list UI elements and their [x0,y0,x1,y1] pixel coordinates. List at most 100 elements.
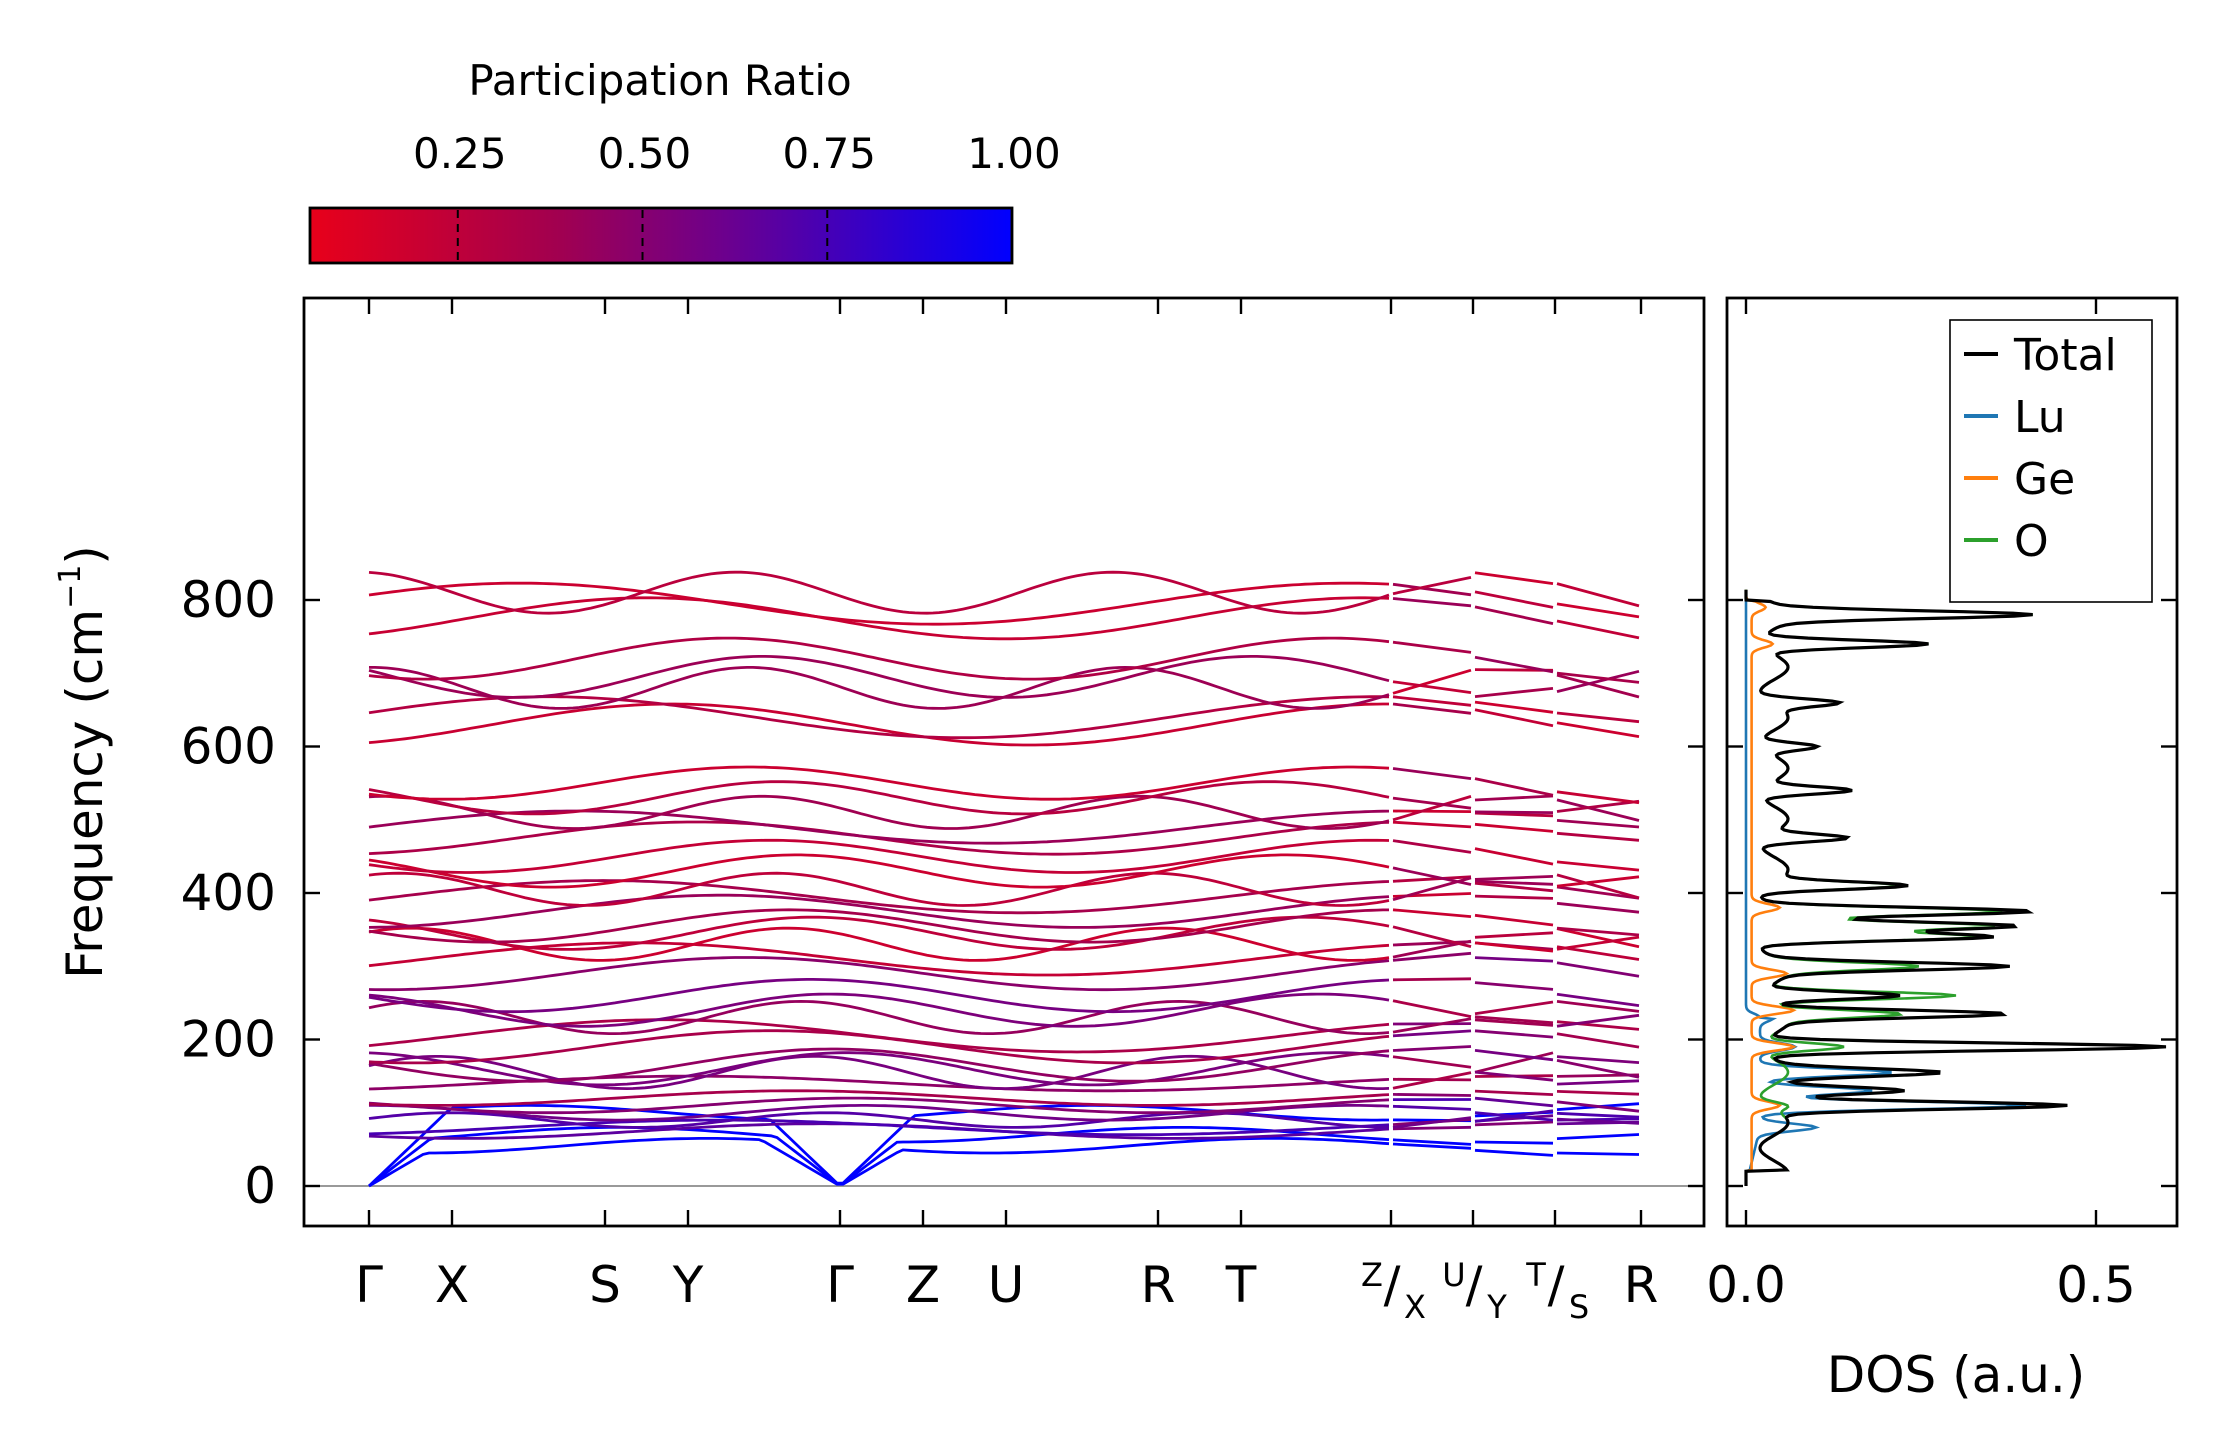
phonon-band [368,655,1390,699]
phonon-band-segment [1392,1125,1472,1131]
phonon-band-segment [1474,913,1554,927]
kpoint-slash: / [1384,1256,1401,1314]
phonon-band-segment [1556,901,1640,914]
phonon-band-segment [1474,894,1554,900]
phonon-band [368,636,1390,681]
colorbar-tick-label: 0.25 [413,129,507,178]
phonon-band-segment [1474,1049,1554,1062]
phonon-band-segment [1392,767,1472,780]
phonon-band-segment [1392,908,1472,918]
phonon-band-segment [1474,822,1554,833]
legend-items: Total Lu Ge O [1964,330,2117,567]
phonon-band-segment [1556,1100,1640,1113]
phonon-band-segment [1556,602,1640,619]
phonon-band-segment [1474,700,1554,714]
phonon-band [368,871,1390,907]
phonon-band [369,1104,1390,1122]
phonon-band-segment [1556,673,1640,699]
phonon-band-segment [1392,1142,1472,1150]
legend-label: Ge [2014,454,2075,505]
phonon-band [368,1018,1390,1054]
dos-panel: 0.0 0.5 DOS (a.u.) Total Lu Ge O [1706,296,2179,1404]
legend-label: Total [2013,330,2117,381]
phonon-band [368,956,1390,992]
colorbar-title: Participation Ratio [468,56,851,105]
phonon-band [368,992,1390,1028]
phonon-band-segment [1556,1151,1640,1156]
phonon-band-segment [1474,655,1554,674]
y-tick-label: 600 [181,718,276,776]
kpoint-label: X [435,1256,469,1314]
phonon-band-segment [1556,1000,1640,1013]
phonon-band [368,915,1390,951]
phonon-band-segment [1474,811,1554,818]
y-axis-label: Frequency (cm−1) [53,545,114,979]
phonon-band-segment [1474,881,1554,893]
phonon-band-segment [1474,1148,1554,1157]
phonon-band-segment [1392,695,1472,707]
phonon-band-segment [1556,819,1640,829]
phonon-band [368,1096,1390,1115]
phonon-band-segment [1474,1051,1554,1074]
phonon-band-segment [1474,1096,1554,1108]
phonon-band-segment [1556,1013,1640,1028]
phonon-band-segment [1474,794,1554,802]
phonon-band [368,596,1390,641]
phonon-band [368,702,1389,747]
kpoint-label: Z [1361,1256,1383,1294]
phonon-band-segment [1474,1070,1554,1082]
phonon-band [368,838,1390,874]
phonon-band-segment [1392,1093,1472,1097]
phonon-band-segment [1392,999,1472,1018]
phonon-band-segment [1474,1029,1554,1039]
phonon-band [368,853,1390,889]
phonon-band [369,665,1390,710]
phonon-band-segment [1474,931,1554,939]
phonon-band [368,926,1390,962]
phonon-band [368,1089,1390,1107]
phonon-band-segment [1556,935,1640,951]
phonon-band [368,1047,1390,1083]
phonon-band-segment [1392,1045,1472,1052]
phonon-band-segment [1392,1055,1472,1069]
phonon-band-segment [1556,992,1640,1007]
kpoint-label: U [1442,1256,1465,1294]
phonon-band-segment [1392,809,1472,813]
phonon-band-segment [1556,1117,1640,1125]
phonon-band-segment [1556,961,1640,978]
phonon-band-segment [1474,981,1554,991]
x-axis-label: DOS (a.u.) [1827,1346,2086,1404]
phonon-band-segment [1392,1071,1472,1090]
phonon-band-segment [1474,1000,1554,1016]
phonon-band-segment [1556,721,1640,738]
y-tick-label: 0 [244,1157,276,1215]
phonon-band-segment [1556,619,1640,640]
phonon-band-segment [1474,875,1554,881]
kpoint-label: R [1624,1256,1659,1314]
phonon-band-segment [1392,951,1472,962]
dos-series-total [1744,589,2167,1186]
colorbar-ticks: 0.25 0.50 0.75 1.00 [413,129,1061,261]
phonon-band-segment [1474,1140,1554,1145]
phonon-band-segment [1556,669,1640,693]
phonon-band [368,941,1390,977]
legend-label: Lu [2014,392,2066,443]
colorbar-tick-label: 1.00 [967,129,1061,178]
y-tick-label: 200 [181,1011,276,1069]
phonon-band-segment [1474,1120,1554,1127]
phonon-band-segment [1392,875,1472,883]
phonon-band-segment [1392,866,1472,886]
phonon-band-segment [1392,1116,1472,1129]
phonon-band-segment [1556,799,1640,813]
phonon-band-segment [1556,1133,1640,1140]
phonon-band-segment [1392,640,1472,654]
phonon-band-segment [1556,860,1640,872]
phonon-band-segment [1474,956,1554,963]
phonon-band-segment [1474,810,1554,814]
phonon-band [368,1126,1390,1188]
phonon-band [368,893,1390,929]
kpoint-label: U [988,1256,1025,1314]
y-tick-label: 400 [181,864,276,922]
dos-curves [1744,589,2167,1186]
colorbar: Participation Ratio 0.25 0.50 0.75 1.00 [308,56,1061,265]
